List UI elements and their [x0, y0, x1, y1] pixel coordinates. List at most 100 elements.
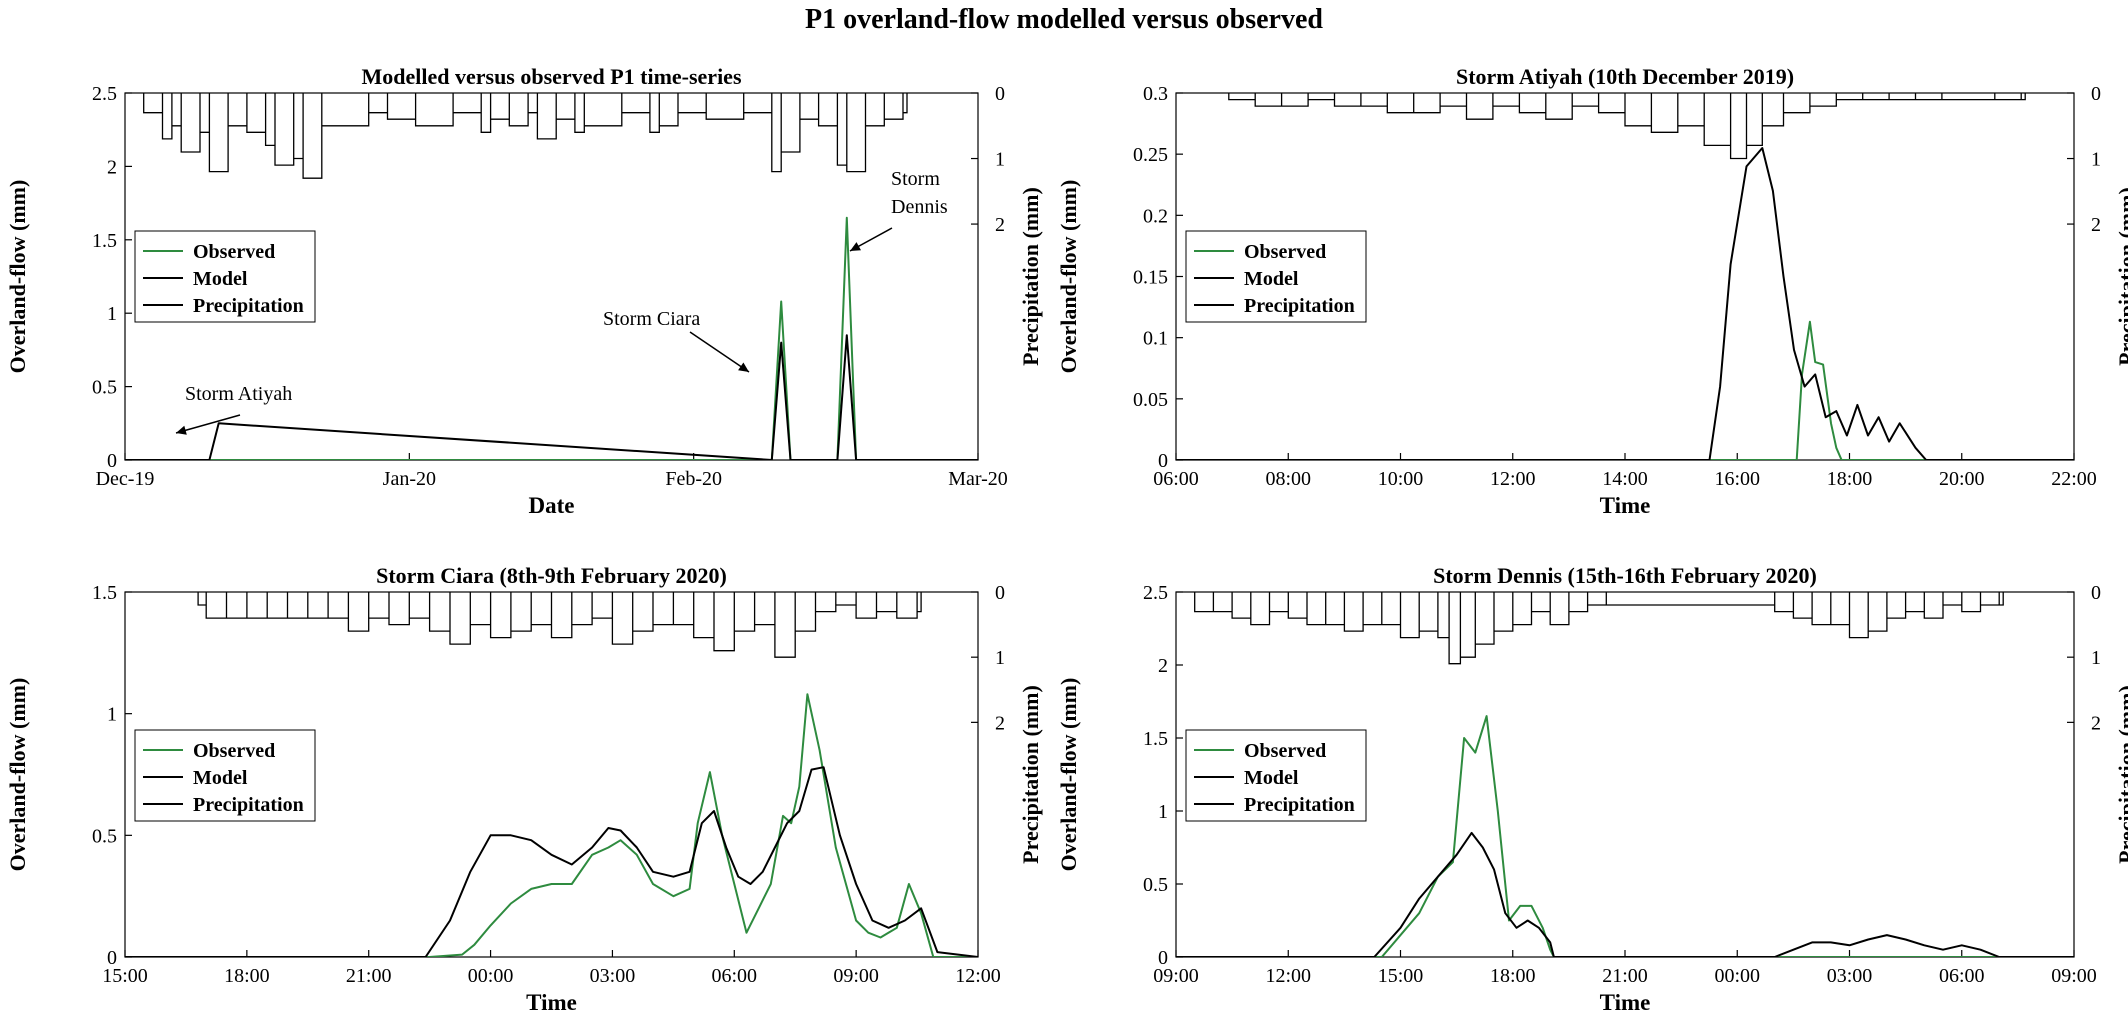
legend-label: Observed — [193, 740, 275, 762]
figure-title: P1 overland-flow modelled versus observe… — [805, 4, 1323, 35]
x-tick-label: 03:00 — [1827, 965, 1873, 987]
legend-label: Observed — [1244, 241, 1326, 263]
legend-label: Precipitation — [193, 295, 304, 317]
y-axis-label: Overland-flow (mm) — [1056, 678, 1081, 872]
x-tick-label: 09:00 — [833, 965, 879, 987]
y-tick-label: 1 — [107, 303, 117, 325]
y2-tick-label: 1 — [995, 647, 1005, 669]
legend-box — [134, 729, 316, 822]
x-tick-label: 14:00 — [1602, 468, 1648, 490]
y-tick-label: 0.5 — [92, 825, 117, 847]
series-observed — [1176, 320, 2074, 460]
x-tick-label: 20:00 — [1939, 468, 1985, 490]
legend-label: Precipitation — [193, 794, 304, 816]
series-model — [1176, 147, 2074, 460]
series-group — [1176, 93, 2074, 460]
y-tick-label: 0.5 — [92, 377, 117, 399]
y2-tick-label: 1 — [2091, 647, 2101, 669]
legend-label: Model — [1244, 767, 1299, 789]
y-tick-label: 1.5 — [1143, 728, 1168, 750]
x-tick-label: 18:00 — [1490, 965, 1536, 987]
x-axis-label: Time — [526, 990, 577, 1015]
legend-label: Precipitation — [1244, 794, 1355, 816]
x-axis-label: Time — [1600, 990, 1651, 1015]
series-model — [1176, 831, 2074, 957]
y2-axis-label: Precipitation (mm) — [2114, 187, 2128, 366]
x-tick-label: 06:00 — [1153, 468, 1199, 490]
x-tick-label: 15:00 — [102, 965, 148, 987]
y-tick-label: 0.15 — [1133, 267, 1168, 289]
chart-panel-0: Modelled versus observed P1 time-series 0… — [5, 64, 1043, 518]
x-tick-label: 22:00 — [2051, 468, 2097, 490]
x-axis-label: Date — [529, 493, 575, 518]
legend-label: Model — [193, 268, 248, 290]
x-tick-label: 03:00 — [590, 965, 636, 987]
x-axis-label: Time — [1600, 493, 1651, 518]
x-tick-label: 09:00 — [1153, 965, 1199, 987]
panel-title: Storm Ciara (8th-9th February 2020) — [376, 563, 727, 588]
series-group — [125, 592, 978, 957]
y-tick-label: 1 — [107, 704, 117, 726]
y-tick-label: 2.5 — [92, 83, 117, 105]
y2-tick-label: 0 — [995, 582, 1005, 604]
chart-panels: Modelled versus observed P1 time-series 0… — [5, 64, 2128, 1015]
legend-box — [134, 230, 316, 323]
y2-axis-label: Precipitation (mm) — [1018, 685, 1043, 864]
y-axis-label: Overland-flow (mm) — [5, 678, 30, 872]
legend-label: Model — [1244, 268, 1299, 290]
series-precipitation — [197, 592, 922, 658]
y-tick-label: 0.05 — [1133, 389, 1168, 411]
y2-tick-label: 2 — [995, 712, 1005, 734]
legend-box — [1185, 230, 1367, 323]
x-tick-label: 06:00 — [712, 965, 758, 987]
y2-axis-label: Precipitation (mm) — [1018, 187, 1043, 366]
x-tick-label: 18:00 — [224, 965, 270, 987]
y-tick-label: 0 — [107, 450, 117, 472]
y-tick-label: 2 — [1158, 655, 1168, 677]
y-tick-label: 0.1 — [1143, 328, 1168, 350]
arrow-head — [738, 362, 749, 372]
x-tick-label: 12:00 — [955, 965, 1001, 987]
y2-tick-label: 1 — [2091, 149, 2101, 171]
x-tick-label: Mar-20 — [948, 468, 1008, 490]
y-axis-label: Overland-flow (mm) — [5, 180, 30, 374]
y-tick-label: 0 — [1158, 450, 1168, 472]
x-tick-label: 15:00 — [1378, 965, 1424, 987]
annotation-arrow — [689, 331, 750, 373]
series-model — [125, 334, 978, 460]
series-group — [125, 93, 978, 460]
chart-panel-3: Storm Dennis (15th-16th February 2020)00… — [1056, 563, 2128, 1015]
panel-title: Storm Dennis (15th-16th February 2020) — [1433, 563, 1817, 588]
x-tick-label: 08:00 — [1265, 468, 1311, 490]
x-tick-label: 18:00 — [1827, 468, 1873, 490]
legend-label: Precipitation — [1244, 295, 1355, 317]
series-group — [1176, 592, 2074, 957]
x-tick-label: 09:00 — [2051, 965, 2097, 987]
y-tick-label: 1.5 — [92, 230, 117, 252]
x-tick-label: 00:00 — [1714, 965, 1760, 987]
x-tick-label: 21:00 — [1602, 965, 1648, 987]
y2-tick-label: 1 — [995, 149, 1005, 171]
y2-tick-label: 0 — [995, 83, 1005, 105]
y2-tick-label: 0 — [2091, 582, 2101, 604]
series-precipitation — [1228, 93, 2026, 160]
panel-title: Modelled versus observed P1 time-series — [361, 64, 741, 89]
y2-tick-label: 2 — [995, 214, 1005, 236]
series-model — [125, 766, 978, 957]
y-tick-label: 1.5 — [92, 582, 117, 604]
x-tick-label: Dec-19 — [96, 468, 155, 490]
annotation-text: Dennis — [891, 196, 948, 218]
annotation-arrow — [175, 414, 241, 434]
y2-tick-label: 0 — [2091, 83, 2101, 105]
chart-panel-2: Storm Ciara (8th-9th February 2020) 0 0.5 1… — [5, 563, 1043, 1015]
x-tick-label: 10:00 — [1378, 468, 1424, 490]
y-tick-label: 0.3 — [1143, 83, 1168, 105]
y2-tick-label: 2 — [2091, 712, 2101, 734]
y2-tick-label: 2 — [2091, 214, 2101, 236]
annotation-text: Storm Atiyah — [185, 383, 292, 405]
y-tick-label: 2.5 — [1143, 582, 1168, 604]
x-tick-label: Jan-20 — [383, 468, 436, 490]
annotation-text: Storm Ciara — [603, 308, 700, 330]
y-tick-label: 0.2 — [1143, 205, 1168, 227]
